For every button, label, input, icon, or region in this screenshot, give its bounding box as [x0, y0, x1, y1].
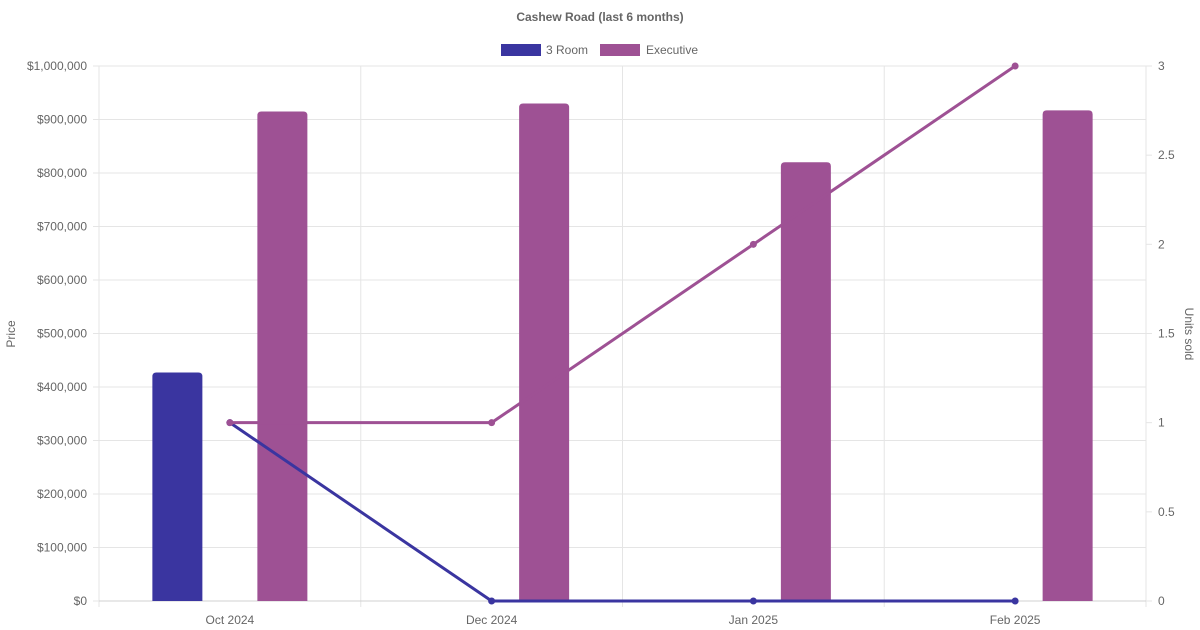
point-executive[interactable] [488, 419, 496, 427]
legend-swatch-executive [600, 44, 640, 56]
y-left-tick-label: $400,000 [37, 380, 87, 394]
x-tick-label: Dec 2024 [466, 613, 518, 627]
legend-label-3-room: 3 Room [546, 43, 588, 57]
point-3-room[interactable] [488, 597, 496, 605]
y-right-tick-label: 3 [1158, 59, 1165, 73]
x-tick-label: Feb 2025 [990, 613, 1041, 627]
y-axis-left: $0 $100,000 $200,000 $300,000 $400,000 $500,0… [27, 59, 87, 608]
bar-executive[interactable] [1042, 110, 1093, 601]
x-axis: Oct 2024 Dec 2024 Jan 2025 Feb 2025 [206, 613, 1041, 627]
bar-3-room[interactable] [152, 372, 203, 601]
x-tick-label: Jan 2025 [729, 613, 779, 627]
point-3-room[interactable] [749, 597, 757, 605]
lines [226, 62, 1019, 605]
y-right-tick-label: 1.5 [1158, 327, 1175, 341]
y-left-tick-label: $800,000 [37, 166, 87, 180]
point-executive[interactable] [749, 240, 757, 248]
y-right-tick-label: 1 [1158, 416, 1165, 430]
legend-label-executive: Executive [646, 43, 698, 57]
y-right-tick-label: 2 [1158, 237, 1165, 251]
line-3-room [229, 421, 1016, 603]
y-left-tick-label: $300,000 [37, 434, 87, 448]
y-axis-right-title: Units sold [1182, 308, 1196, 361]
legend-item-3-room[interactable]: 3 Room [501, 43, 588, 57]
point-executive[interactable] [226, 419, 234, 427]
y-left-tick-label: $700,000 [37, 220, 87, 234]
bar-executive[interactable] [519, 103, 570, 601]
y-right-tick-label: 0 [1158, 594, 1165, 608]
y-left-tick-label: $500,000 [37, 327, 87, 341]
bar-executive[interactable] [257, 111, 308, 601]
y-left-tick-label: $1,000,000 [27, 59, 87, 73]
chart-title: Cashew Road (last 6 months) [516, 10, 683, 24]
y-left-tick-label: $200,000 [37, 487, 87, 501]
y-left-tick-label: $900,000 [37, 113, 87, 127]
y-right-tick-label: 2.5 [1158, 148, 1175, 162]
y-axis-left-title: Price [4, 320, 18, 348]
x-tick-label: Oct 2024 [206, 613, 255, 627]
y-axis-right: 0 0.5 1 1.5 2 2.5 3 [1146, 59, 1175, 608]
y-left-tick-label: $0 [74, 594, 88, 608]
point-executive[interactable] [1011, 62, 1019, 70]
y-left-tick-label: $600,000 [37, 273, 87, 287]
legend-swatch-3-room [501, 44, 541, 56]
point-3-room[interactable] [1011, 597, 1019, 605]
y-right-tick-label: 0.5 [1158, 505, 1175, 519]
bar-executive[interactable] [780, 162, 831, 602]
legend-item-executive[interactable]: Executive [600, 43, 698, 57]
line-executive [229, 64, 1016, 425]
y-left-tick-label: $100,000 [37, 541, 87, 555]
legend: 3 Room Executive [501, 43, 698, 57]
bars [152, 103, 1093, 602]
